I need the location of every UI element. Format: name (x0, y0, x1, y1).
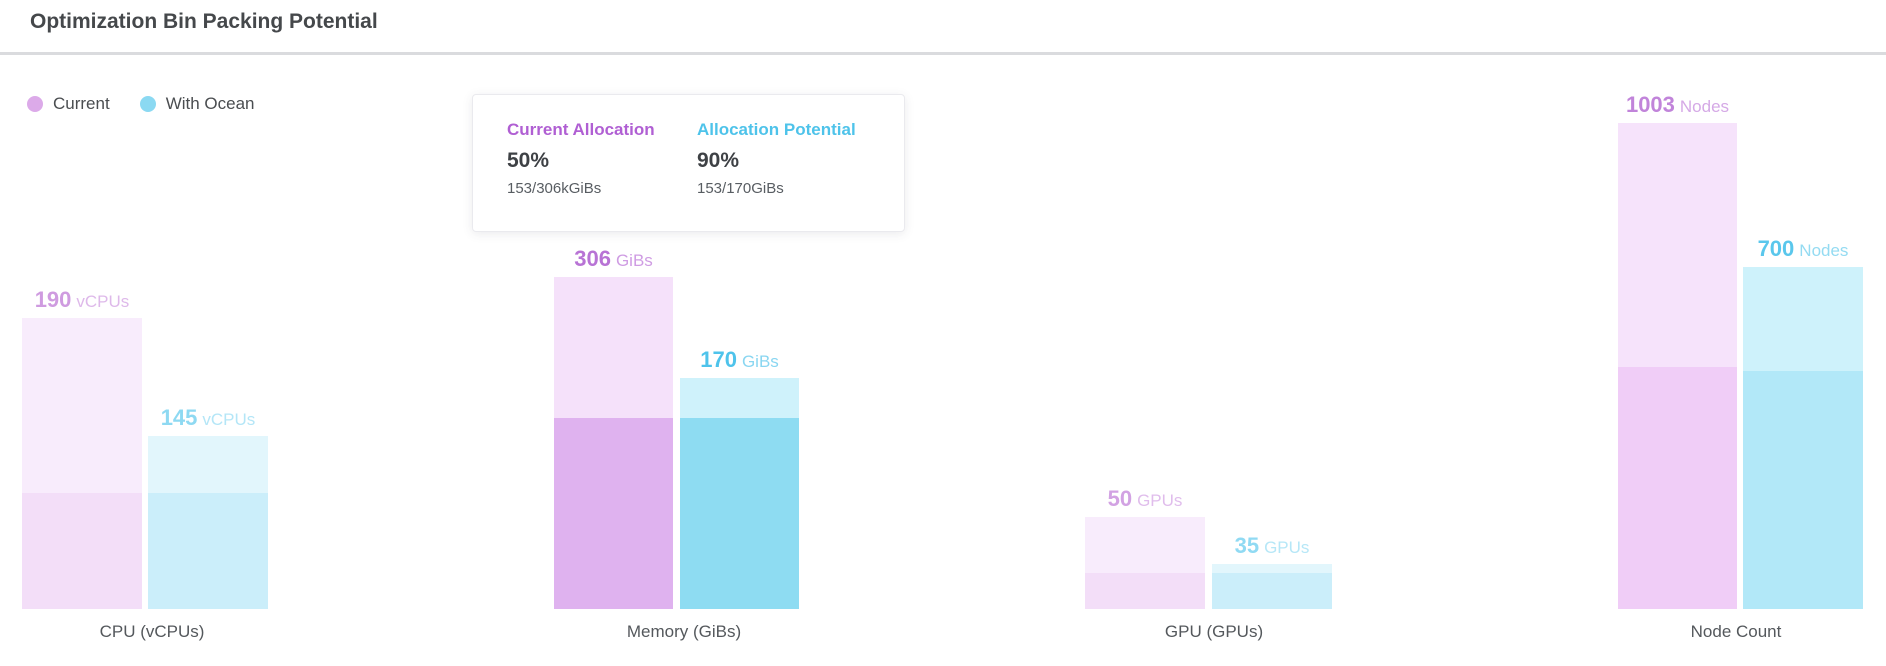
category-label: GPU (GPUs) (1164, 622, 1264, 641)
bar-used-segment (148, 493, 268, 609)
bar-used-segment (1085, 573, 1205, 609)
bar-value-label: 145 vCPUs (161, 405, 256, 431)
bar-unit: GPUs (1264, 538, 1310, 557)
bar-value: 1003 (1625, 92, 1675, 117)
bar-value-label: 1003 Nodes (1626, 92, 1729, 118)
tooltip-potential-heading: Allocation Potential (697, 120, 856, 139)
bar-value: 50 (1107, 486, 1133, 511)
legend-item-label: Current (53, 94, 110, 113)
page-title: Optimization Bin Packing Potential (30, 10, 378, 33)
chart-legend: Current With Ocean (27, 93, 255, 115)
tooltip-current-detail: 153/306kGiBs (507, 180, 602, 197)
legend-item-label: With Ocean (165, 94, 255, 113)
with-ocean-series-swatch-icon (139, 96, 156, 112)
tooltip-current-percent: 50% (507, 149, 550, 172)
tooltip-potential-detail: 153/170GiBs (697, 180, 784, 197)
bar-unit: GiBs (741, 352, 779, 371)
bar-current-node-count[interactable] (1618, 123, 1737, 609)
bar-with-ocean-cpu-vcpus[interactable] (148, 436, 268, 609)
bar-unit: GPUs (1137, 491, 1183, 510)
tooltip-current-column: Current Allocation 50% 153/306kGiBs (507, 120, 667, 231)
bar-value-label: 306 GiBs (574, 246, 653, 272)
bar-value-label: 190 vCPUs (35, 287, 130, 313)
tooltip-potential-column: Allocation Potential 90% 153/170GiBs (697, 120, 857, 231)
current-series-swatch-icon (27, 96, 43, 112)
bar-with-ocean-memory-gibs[interactable] (680, 378, 799, 609)
bar-used-segment (1212, 573, 1332, 609)
bar-used-segment (22, 493, 142, 609)
bar-current-gpu-gpus[interactable] (1085, 517, 1205, 609)
category-label: Memory (GiBs) (626, 622, 742, 641)
bar-unit: GiBs (615, 251, 653, 270)
bar-value-label: 50 GPUs (1108, 486, 1183, 512)
bar-unit: Nodes (1799, 241, 1849, 260)
bar-unit: vCPUs (76, 292, 130, 311)
bar-value: 700 (1757, 236, 1795, 261)
tooltip-potential-percent: 90% (697, 149, 740, 172)
legend-item-current[interactable]: Current (27, 94, 110, 114)
tooltip-current-heading: Current Allocation (507, 120, 655, 139)
bar-value: 145 (160, 405, 198, 430)
bar-value-label: 35 GPUs (1235, 533, 1310, 559)
bar-value: 35 (1234, 533, 1260, 558)
bar-unit: vCPUs (202, 410, 256, 429)
legend-item-with-ocean[interactable]: With Ocean (139, 94, 255, 114)
allocation-tooltip: Current Allocation 50% 153/306kGiBs Allo… (472, 94, 905, 232)
bar-used-segment (680, 418, 799, 609)
bar-used-segment (554, 418, 673, 609)
bar-value-label: 700 Nodes (1758, 236, 1849, 262)
bar-value: 306 (574, 246, 611, 271)
bar-unit: Nodes (1679, 97, 1730, 116)
bar-current-memory-gibs[interactable] (554, 277, 673, 609)
bar-with-ocean-node-count[interactable] (1743, 267, 1863, 609)
header-divider (0, 52, 1886, 55)
category-label: CPU (vCPUs) (99, 622, 205, 641)
bar-used-segment (1743, 371, 1863, 609)
bar-value: 170 (700, 347, 737, 372)
bar-with-ocean-gpu-gpus[interactable] (1212, 564, 1332, 609)
category-label: Node Count (1690, 622, 1782, 641)
bar-value-label: 170 GiBs (700, 347, 779, 373)
bar-value: 190 (34, 287, 72, 312)
bar-current-cpu-vcpus[interactable] (22, 318, 142, 609)
bar-used-segment (1618, 367, 1737, 609)
